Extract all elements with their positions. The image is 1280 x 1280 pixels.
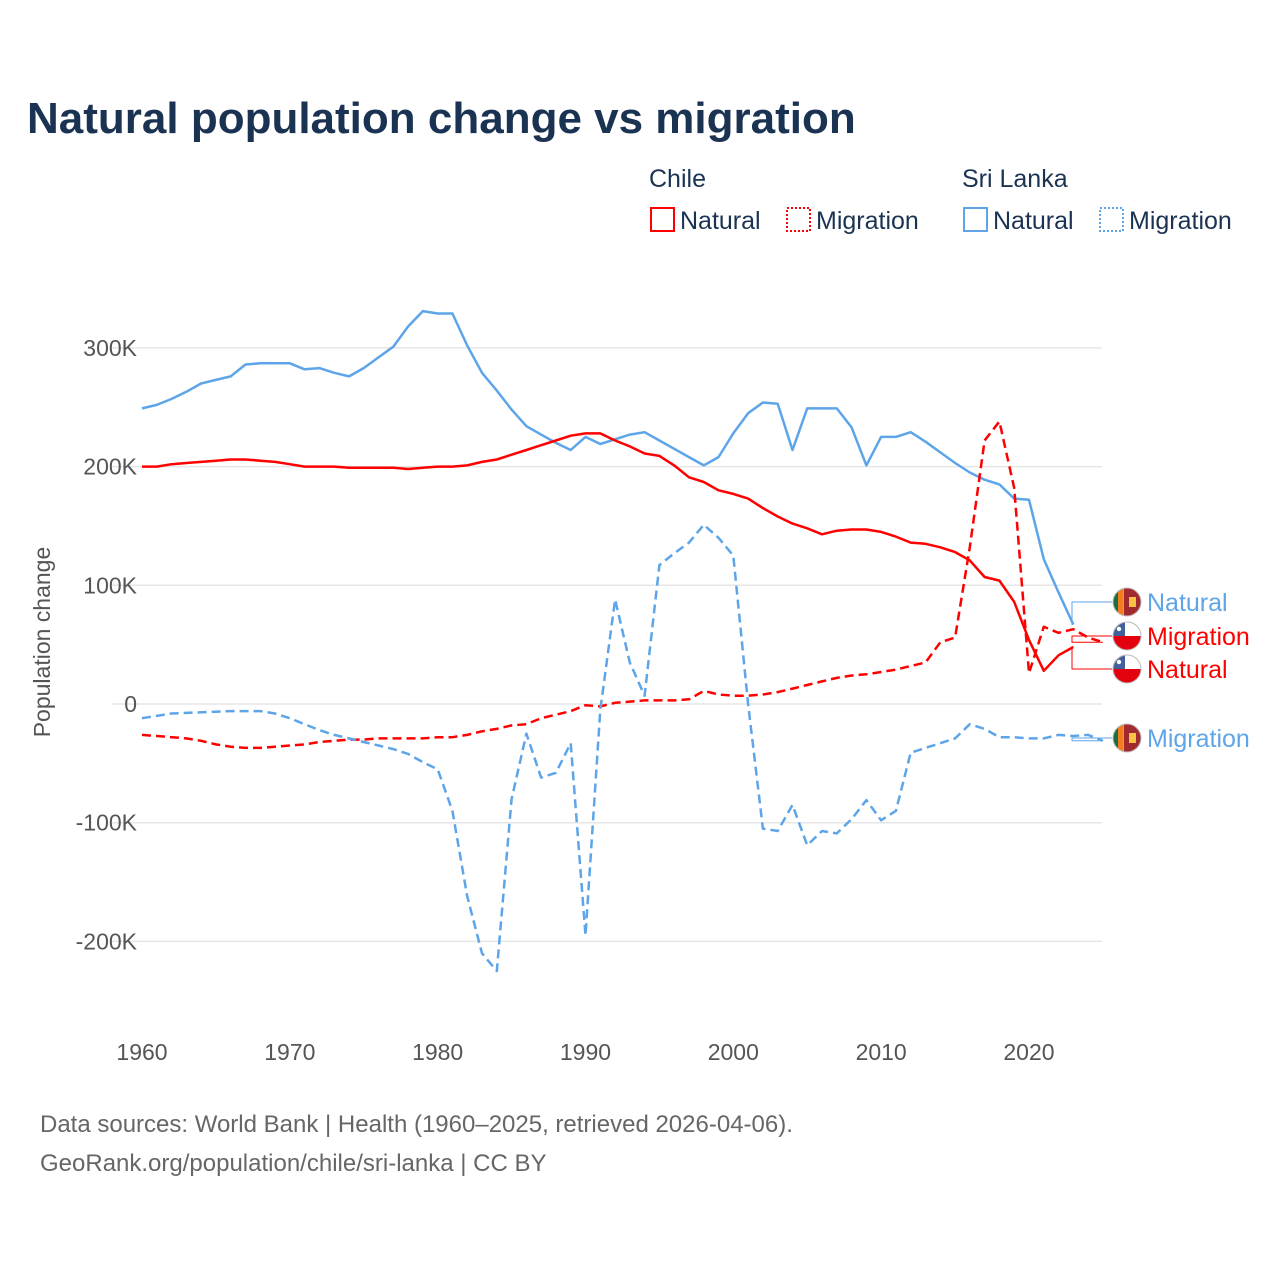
legend-swatch-chile-natural: [650, 207, 675, 232]
y-tick-label: -100K: [76, 810, 138, 836]
end-label-connector: [1071, 635, 1112, 643]
end-label-sri-lanka-migration: Migration: [1147, 725, 1250, 753]
y-tick-label: 300K: [83, 335, 137, 361]
x-axis-ticks: 1960 1970 1980 1990 2000 2010 2020: [116, 1039, 1054, 1065]
chile-flag-icon: [1112, 621, 1142, 651]
legend: Chile Sri Lanka Natural Migration Natura…: [649, 165, 1232, 235]
series-line-sri-lanka-natural: [141, 309, 1075, 626]
chart-title: Natural population change vs migration: [27, 94, 856, 143]
gridlines: [112, 347, 1102, 943]
end-label-sri-lanka-natural: Natural: [1147, 589, 1228, 617]
sri-lanka-flag-icon: [1112, 723, 1142, 753]
x-tick-label: 1980: [412, 1039, 463, 1065]
legend-label-chile-natural[interactable]: Natural: [680, 207, 761, 235]
x-tick-label: 1960: [116, 1039, 167, 1065]
end-label-connector: [1071, 646, 1112, 670]
chile-flag-icon: [1112, 654, 1142, 684]
y-tick-label: 0: [124, 691, 137, 717]
y-tick-label: 100K: [83, 572, 137, 598]
x-tick-label: 2020: [1003, 1039, 1054, 1065]
footer-link[interactable]: GeoRank.org/population/chile/sri-lanka |…: [40, 1150, 546, 1177]
end-label-chile-natural: Natural: [1147, 656, 1228, 684]
series-line-chile-migration: [141, 420, 1104, 750]
y-tick-label: 200K: [83, 454, 137, 480]
end-labels: Natural Migration Natural Migration: [1071, 587, 1250, 753]
series-line-chile-natural: [142, 432, 1074, 673]
legend-swatch-sri-lanka-migration: [1099, 207, 1124, 232]
legend-group-sri-lanka: Sri Lanka: [962, 165, 1068, 193]
series-line-sri-lanka-migration: [141, 523, 1104, 973]
x-tick-label: 2010: [856, 1039, 907, 1065]
x-tick-label: 1990: [560, 1039, 611, 1065]
series-lines: [141, 309, 1104, 973]
legend-group-chile: Chile: [649, 165, 706, 193]
end-label-connector: [1071, 601, 1112, 625]
y-axis-ticks: 300K 200K 100K 0 -100K -200K: [76, 335, 138, 955]
end-label-connector: [1071, 737, 1112, 742]
sri-lanka-flag-icon: [1112, 587, 1142, 617]
legend-swatch-sri-lanka-natural: [963, 207, 988, 232]
legend-swatch-chile-migration: [786, 207, 811, 232]
legend-label-chile-migration[interactable]: Migration: [816, 207, 919, 235]
legend-label-sri-lanka-migration[interactable]: Migration: [1129, 207, 1232, 235]
footer-sources: Data sources: World Bank | Health (1960–…: [40, 1111, 793, 1138]
x-tick-label: 1970: [264, 1039, 315, 1065]
y-axis-label: Population change: [29, 547, 55, 738]
end-label-chile-migration: Migration: [1147, 623, 1250, 651]
y-tick-label: -200K: [76, 928, 138, 954]
x-tick-label: 2000: [708, 1039, 759, 1065]
legend-label-sri-lanka-natural[interactable]: Natural: [993, 207, 1074, 235]
